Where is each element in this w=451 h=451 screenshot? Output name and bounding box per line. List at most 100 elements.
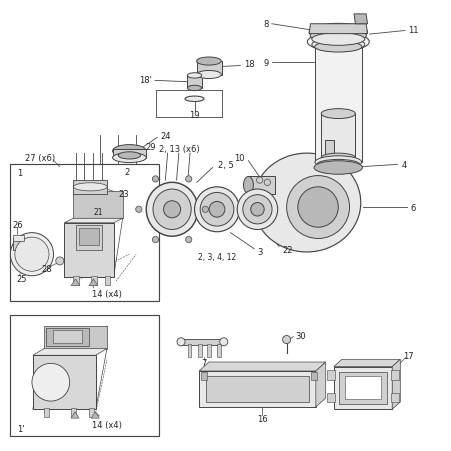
Text: 29: 29 [145, 143, 155, 152]
Circle shape [286, 176, 349, 239]
Bar [321, 114, 354, 158]
Text: 8: 8 [263, 20, 268, 29]
Bar [13, 236, 24, 241]
Bar [10, 315, 158, 436]
Ellipse shape [219, 338, 227, 346]
Ellipse shape [311, 39, 364, 52]
Bar [44, 408, 49, 417]
Polygon shape [33, 349, 107, 355]
Ellipse shape [112, 153, 146, 163]
Text: 9: 9 [263, 59, 268, 68]
Ellipse shape [196, 58, 221, 66]
Ellipse shape [177, 338, 185, 346]
Bar [196, 62, 221, 75]
Text: 3: 3 [257, 248, 262, 257]
Polygon shape [64, 223, 114, 277]
Ellipse shape [112, 145, 146, 158]
Bar [207, 344, 210, 357]
Ellipse shape [237, 189, 277, 230]
Polygon shape [71, 279, 80, 286]
Bar [390, 370, 398, 380]
Ellipse shape [250, 203, 263, 216]
Ellipse shape [188, 98, 201, 101]
Circle shape [185, 176, 191, 183]
Text: 22: 22 [281, 246, 292, 255]
Bar [205, 377, 308, 402]
Bar [53, 331, 82, 343]
Bar [216, 344, 220, 357]
Circle shape [256, 178, 262, 184]
Ellipse shape [209, 202, 225, 218]
Text: 14 (x4): 14 (x4) [92, 290, 122, 299]
Text: 1': 1' [17, 423, 24, 433]
Text: 28: 28 [41, 264, 51, 273]
Polygon shape [333, 359, 400, 367]
Polygon shape [353, 15, 367, 25]
Bar [344, 377, 380, 400]
Polygon shape [64, 219, 122, 223]
Ellipse shape [118, 152, 140, 160]
Bar [71, 408, 76, 417]
Bar [113, 149, 146, 158]
Ellipse shape [187, 74, 201, 79]
Polygon shape [33, 355, 96, 409]
Ellipse shape [146, 183, 198, 237]
Bar [314, 47, 361, 163]
Bar [338, 372, 386, 404]
Polygon shape [315, 362, 325, 407]
Ellipse shape [152, 189, 191, 230]
Text: 6: 6 [409, 203, 414, 212]
Ellipse shape [314, 156, 361, 169]
Bar [75, 226, 102, 250]
Ellipse shape [309, 29, 366, 43]
Polygon shape [91, 412, 99, 418]
Ellipse shape [314, 42, 361, 53]
Bar [105, 276, 110, 285]
Polygon shape [71, 412, 79, 418]
Ellipse shape [311, 34, 364, 46]
Text: 7: 7 [200, 359, 206, 368]
Text: 10: 10 [234, 154, 244, 163]
Text: 16: 16 [256, 414, 267, 423]
Text: 18: 18 [244, 60, 254, 69]
Text: 24: 24 [161, 131, 171, 140]
Text: 26: 26 [13, 221, 23, 230]
Ellipse shape [163, 201, 180, 218]
Circle shape [152, 176, 158, 183]
Ellipse shape [242, 195, 272, 225]
Ellipse shape [194, 188, 239, 232]
Bar [73, 276, 78, 285]
Circle shape [135, 207, 142, 213]
Text: 2, 5: 2, 5 [218, 161, 233, 170]
Bar [327, 393, 335, 403]
Bar [10, 165, 158, 302]
Bar [311, 372, 316, 380]
Bar [390, 393, 398, 403]
Bar [78, 229, 99, 246]
Polygon shape [308, 25, 367, 35]
Ellipse shape [253, 154, 360, 253]
Circle shape [202, 207, 208, 213]
Circle shape [282, 336, 290, 344]
Text: 25: 25 [16, 275, 27, 284]
Circle shape [185, 237, 191, 243]
Circle shape [15, 238, 49, 272]
Bar [201, 372, 206, 380]
Text: 30: 30 [295, 331, 306, 340]
Polygon shape [181, 339, 223, 345]
Polygon shape [198, 371, 315, 407]
Text: 1: 1 [17, 169, 22, 178]
Ellipse shape [308, 24, 367, 41]
Polygon shape [333, 367, 391, 409]
Text: 18': 18' [139, 75, 152, 84]
Text: 23: 23 [118, 189, 129, 198]
Circle shape [32, 364, 69, 401]
Bar [46, 329, 89, 346]
Ellipse shape [200, 193, 233, 226]
Bar [198, 344, 201, 357]
Polygon shape [44, 327, 107, 349]
Bar [73, 181, 107, 194]
Text: 21: 21 [93, 207, 102, 216]
Ellipse shape [74, 184, 107, 191]
Ellipse shape [243, 177, 253, 194]
